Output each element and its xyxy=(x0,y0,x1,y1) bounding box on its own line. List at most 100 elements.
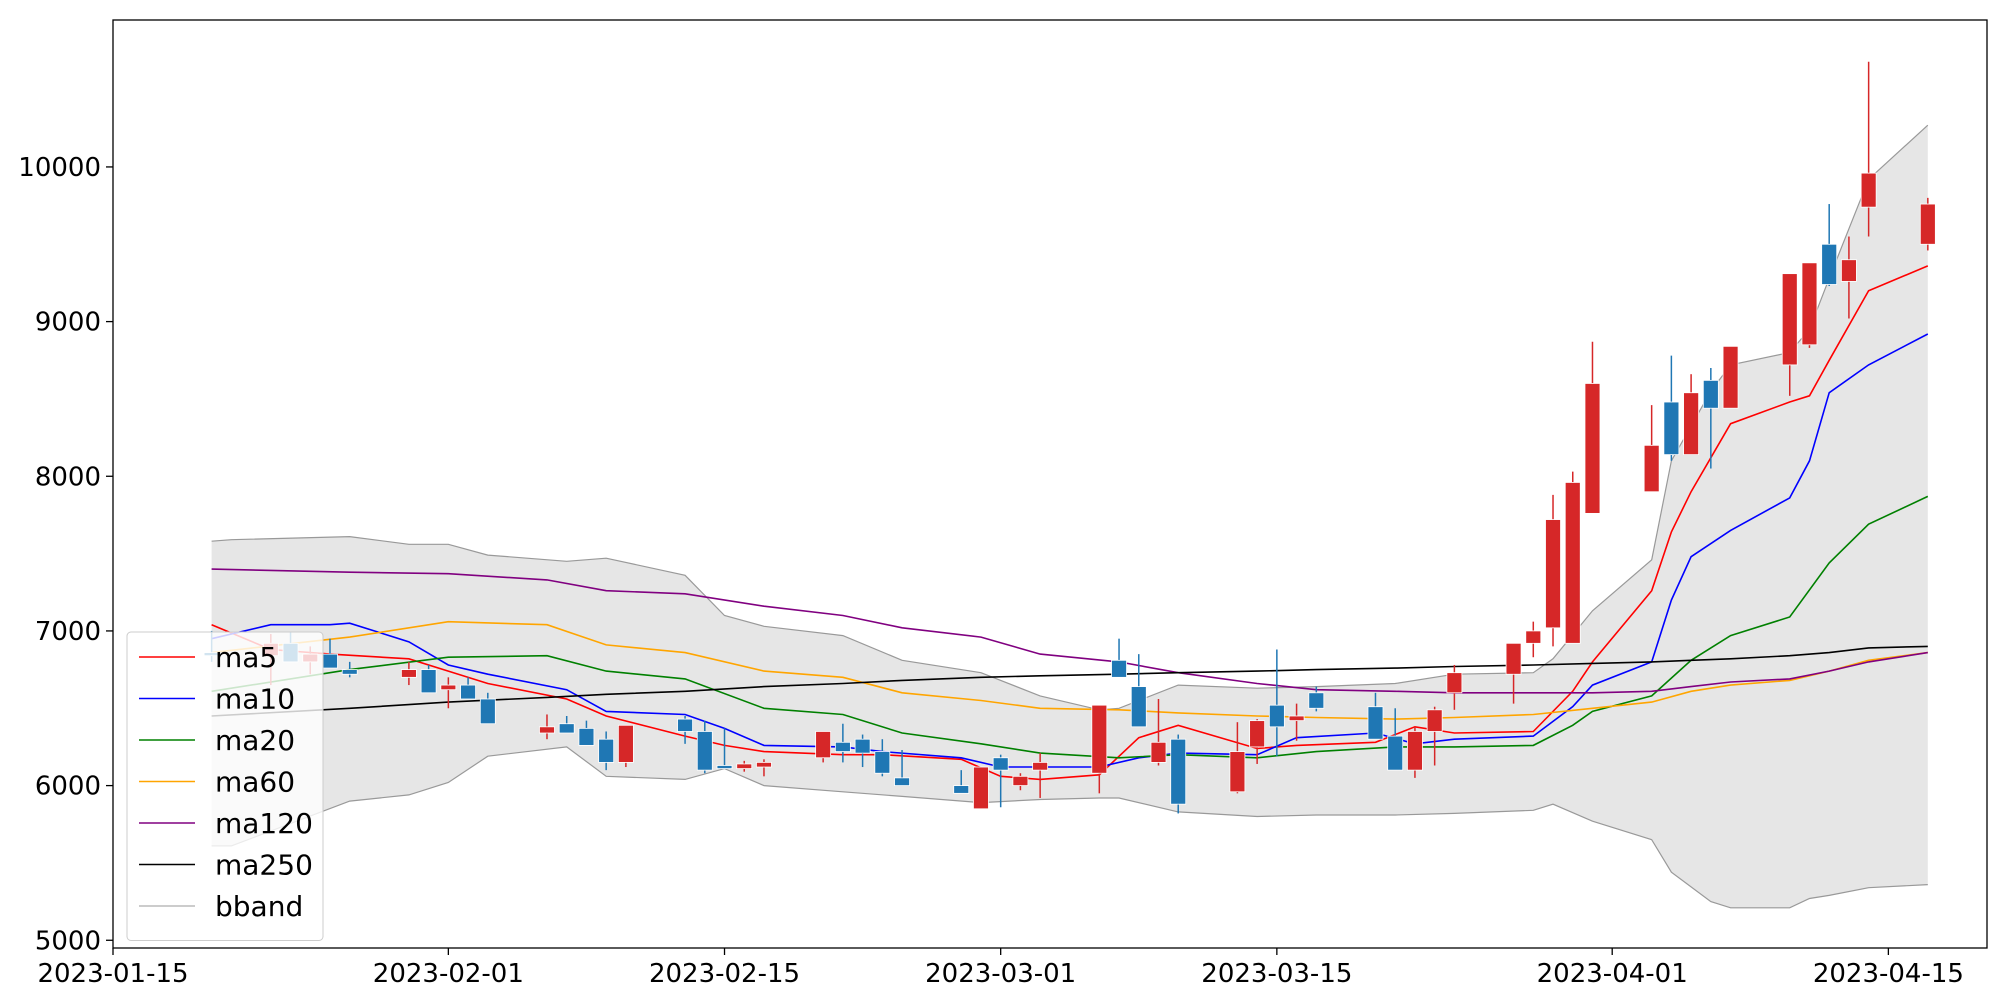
series-ma60-line xyxy=(211,620,1928,720)
legend-label: ma60 xyxy=(215,766,295,799)
candle xyxy=(756,759,772,777)
candle-body xyxy=(558,723,575,734)
candles xyxy=(203,61,1936,814)
candle xyxy=(420,664,437,694)
candle xyxy=(1170,734,1187,814)
candle-body xyxy=(1229,751,1246,793)
y-tick-label: 5000 xyxy=(35,926,101,956)
candle-body xyxy=(1841,259,1857,282)
candle-body xyxy=(854,738,871,754)
candle xyxy=(894,750,910,786)
candle xyxy=(440,677,457,709)
candle-body xyxy=(598,738,615,763)
candle-body xyxy=(1091,704,1108,774)
y-tick-label: 10000 xyxy=(18,153,101,183)
candle xyxy=(598,731,615,771)
candle xyxy=(696,720,713,774)
candle-body xyxy=(440,684,457,691)
candle-body xyxy=(1564,482,1581,644)
candle-body xyxy=(1170,738,1187,805)
candle xyxy=(973,766,989,810)
series-ma10-line xyxy=(211,333,1929,768)
plot-frame xyxy=(112,19,1988,949)
candle xyxy=(1308,686,1325,712)
candle xyxy=(1564,471,1581,644)
candle-body xyxy=(341,669,358,675)
legend-box xyxy=(126,631,324,941)
candle xyxy=(1781,273,1798,396)
candle-body xyxy=(1111,659,1127,678)
candle-body xyxy=(1781,273,1798,366)
series-ma5-line xyxy=(211,265,1929,781)
legend-label: ma5 xyxy=(215,641,277,674)
candle xyxy=(1367,692,1384,740)
candle-body xyxy=(420,669,437,694)
candle xyxy=(1584,341,1601,514)
candle-body xyxy=(1446,672,1463,694)
candle-body xyxy=(1268,704,1285,728)
candle xyxy=(874,739,891,777)
candle-body xyxy=(479,698,496,725)
candle-body xyxy=(1367,706,1384,740)
candle xyxy=(736,760,753,772)
candle-body xyxy=(736,763,753,769)
legend-label: ma120 xyxy=(215,807,313,840)
bband-upper-line xyxy=(211,124,1929,711)
candle-body xyxy=(1032,762,1049,771)
candle xyxy=(677,716,693,744)
candle-body xyxy=(1249,720,1266,748)
candle-body xyxy=(1584,383,1601,514)
legend-label: ma250 xyxy=(215,849,313,882)
legend-item-ma10: ma10 xyxy=(139,683,295,716)
candle xyxy=(341,661,358,678)
candle xyxy=(1525,621,1542,658)
x-tick-label: 2023-04-01 xyxy=(1537,959,1688,989)
candle-body xyxy=(973,766,989,810)
y-tick-label: 7000 xyxy=(35,617,101,647)
candle-body xyxy=(1919,203,1936,245)
candle xyxy=(1012,773,1029,791)
x-tick-label: 2023-03-01 xyxy=(925,959,1076,989)
x-tick-label: 2023-02-01 xyxy=(373,959,524,989)
candle xyxy=(479,692,496,725)
legend-item-ma120: ma120 xyxy=(139,807,313,840)
bband-fill xyxy=(211,125,1928,908)
bband-lower-line xyxy=(211,746,1928,909)
candle-body xyxy=(1308,692,1325,709)
candle xyxy=(400,661,417,686)
candle-body xyxy=(460,684,476,700)
candle xyxy=(617,724,634,768)
y-tick-label: 9000 xyxy=(35,308,101,338)
candle xyxy=(1722,345,1739,409)
candle xyxy=(1249,719,1266,764)
legend-label: bband xyxy=(215,890,303,923)
candle-body xyxy=(578,727,595,746)
candle-body xyxy=(1702,379,1719,409)
candle-body xyxy=(1407,731,1423,771)
legend: ma5 ma10 ma20 ma60 ma120 ma250 bband xyxy=(126,631,324,941)
candle-body xyxy=(1012,775,1029,787)
candle xyxy=(1111,638,1127,678)
series-ma120-line xyxy=(211,568,1928,694)
candle xyxy=(1229,722,1246,794)
candle-body xyxy=(1801,262,1818,346)
candle-body xyxy=(1426,709,1443,732)
candle xyxy=(1150,698,1167,766)
candle xyxy=(1288,703,1305,741)
x-tick-label: 2023-03-15 xyxy=(1201,959,1352,989)
candle-body xyxy=(756,762,772,768)
candle xyxy=(992,754,1009,808)
candle-body xyxy=(539,726,555,734)
candle-body xyxy=(1288,715,1305,722)
candle xyxy=(815,731,832,763)
y-tick-label: 8000 xyxy=(35,462,101,492)
legend-item-ma60: ma60 xyxy=(139,766,295,799)
candle xyxy=(1091,704,1108,794)
candle-body xyxy=(696,731,713,771)
candle-body xyxy=(815,731,832,759)
candle-body xyxy=(1643,444,1660,493)
candle xyxy=(854,734,871,768)
candle-body xyxy=(1505,642,1522,675)
candle xyxy=(1801,262,1818,348)
